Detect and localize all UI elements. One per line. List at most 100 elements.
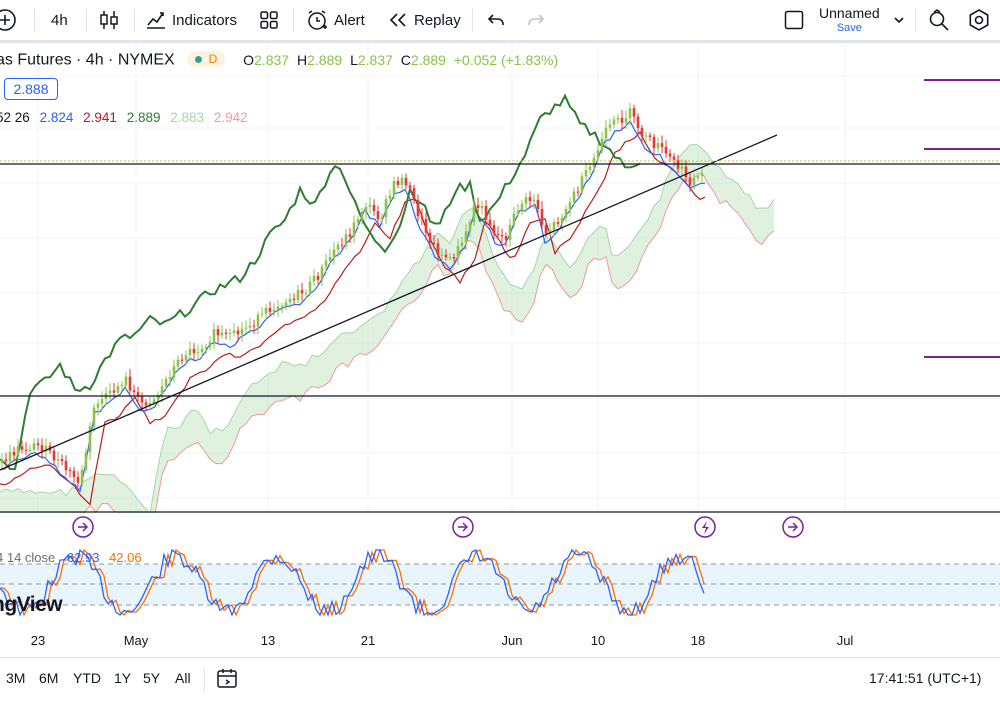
open-value: 2.837 — [254, 51, 290, 68]
select-checkbox-icon[interactable] — [784, 0, 804, 40]
settings-gear-icon[interactable] — [967, 0, 991, 40]
redo-icon[interactable] — [527, 0, 545, 40]
candle-body — [440, 254, 444, 256]
rewind-icon — [388, 12, 408, 28]
toolbar-divider — [293, 8, 294, 32]
candle-body — [620, 117, 624, 123]
candle-body — [276, 306, 280, 310]
candle-body — [460, 242, 464, 246]
clock-timezone[interactable]: 17:41:51 (UTC+1) — [869, 670, 982, 686]
candle-body — [628, 108, 632, 119]
bottom-toolbar: 3M 6M YTD 1Y 5Y All 17:41:51 (UTC+1) — [0, 657, 1000, 701]
candle-body — [216, 329, 220, 336]
layout-templates-icon[interactable] — [259, 0, 279, 40]
candle-body — [28, 449, 32, 451]
layout-name-button[interactable]: Unnamed Save — [819, 5, 880, 34]
top-toolbar: 4h Indicators Alert Replay Unnamed Save — [0, 0, 1000, 43]
candle-body — [24, 449, 28, 451]
conversion-value: 2.824 — [39, 110, 74, 125]
low-label: L — [350, 51, 358, 68]
toolbar-divider — [34, 8, 35, 32]
price-badge[interactable]: 2.888 — [4, 78, 58, 100]
add-symbol-icon[interactable] — [0, 0, 18, 40]
candle-body — [180, 359, 184, 361]
span-b-line — [80, 171, 775, 513]
candle-body — [520, 203, 524, 211]
candle-body — [0, 459, 4, 463]
candle-body — [688, 177, 692, 186]
candle-body — [552, 222, 556, 230]
time-axis-label: Jun — [501, 633, 523, 648]
candle-body — [176, 359, 180, 367]
candle-body — [256, 314, 260, 327]
candle-body — [152, 399, 156, 403]
interval-button[interactable]: 4h — [51, 11, 68, 29]
toolbar-divider — [915, 8, 916, 32]
candle-body — [32, 443, 36, 450]
candle-body — [368, 204, 372, 207]
toolbar-divider — [134, 8, 135, 32]
candle-body — [136, 392, 140, 397]
ichimoku-legend[interactable]: 52 26 2.824 2.941 2.889 2.883 2.942 — [0, 110, 248, 125]
candle-body — [640, 127, 644, 137]
candle-body — [92, 407, 96, 427]
market-status-badge[interactable]: D — [186, 51, 226, 67]
time-axis-label: May — [123, 633, 149, 648]
candle-body — [576, 191, 580, 193]
quick-search-icon[interactable] — [928, 0, 950, 40]
alert-label: Alert — [334, 11, 365, 29]
stochastic-legend[interactable]: 4 14 close 62.93 42.06 — [0, 550, 142, 565]
symbol-legend[interactable]: as Futures · 4h · NYMEX D O2.837 H2.889 … — [0, 51, 558, 70]
time-axis-label: 21 — [360, 633, 376, 648]
replay-button[interactable]: Replay — [388, 0, 461, 40]
range-5y-button[interactable]: 5Y — [143, 670, 161, 686]
tradingview-watermark: ngView — [0, 593, 63, 616]
candle-body — [608, 124, 612, 128]
candle-body — [588, 166, 592, 171]
indicators-button[interactable]: Indicators — [146, 0, 237, 40]
candle-body — [512, 213, 516, 225]
candle-body — [400, 177, 404, 185]
candle-body — [244, 327, 248, 329]
time-axis-label: Jul — [836, 633, 854, 648]
range-3m-button[interactable]: 3M — [6, 670, 26, 686]
range-1y-button[interactable]: 1Y — [114, 670, 132, 686]
range-6m-button[interactable]: 6M — [39, 670, 59, 686]
low-value: 2.837 — [357, 51, 393, 68]
alert-button[interactable]: Alert — [306, 0, 365, 40]
candle-body — [156, 394, 160, 400]
candle-body — [376, 211, 380, 220]
candle-body — [304, 292, 308, 294]
stochastic-pane[interactable] — [0, 540, 1000, 625]
candle-body — [480, 206, 484, 209]
candle-body — [464, 231, 468, 243]
candle-body — [340, 244, 344, 246]
undo-icon[interactable] — [487, 0, 505, 40]
calendar-goto-date-icon[interactable] — [216, 667, 238, 694]
main-price-chart[interactable] — [0, 43, 1000, 513]
candle-body — [312, 275, 316, 282]
chevron-down-icon[interactable] — [893, 0, 905, 40]
candle-body — [88, 426, 92, 453]
candle-body — [516, 210, 520, 214]
range-all-button[interactable]: All — [175, 670, 191, 686]
candles-chart-type-icon[interactable] — [99, 0, 119, 40]
candle-body — [184, 355, 188, 361]
candle-body — [428, 232, 432, 243]
candle-body — [636, 116, 640, 128]
candle-body — [52, 450, 56, 461]
candle-body — [508, 224, 512, 240]
candle-body — [320, 266, 324, 280]
candle-body — [420, 216, 424, 220]
candle-body — [208, 342, 212, 347]
range-ytd-button[interactable]: YTD — [73, 670, 101, 686]
badge-letter: D — [208, 52, 218, 66]
time-axis[interactable]: 23 May 13 21 Jun 10 18 Jul — [0, 625, 1000, 655]
candle-body — [240, 328, 244, 335]
candle-body — [456, 245, 460, 259]
high-label: H — [297, 51, 308, 68]
candle-body — [64, 460, 68, 471]
candle-body — [328, 256, 332, 261]
candle-body — [444, 254, 448, 258]
candle-body — [452, 257, 456, 259]
